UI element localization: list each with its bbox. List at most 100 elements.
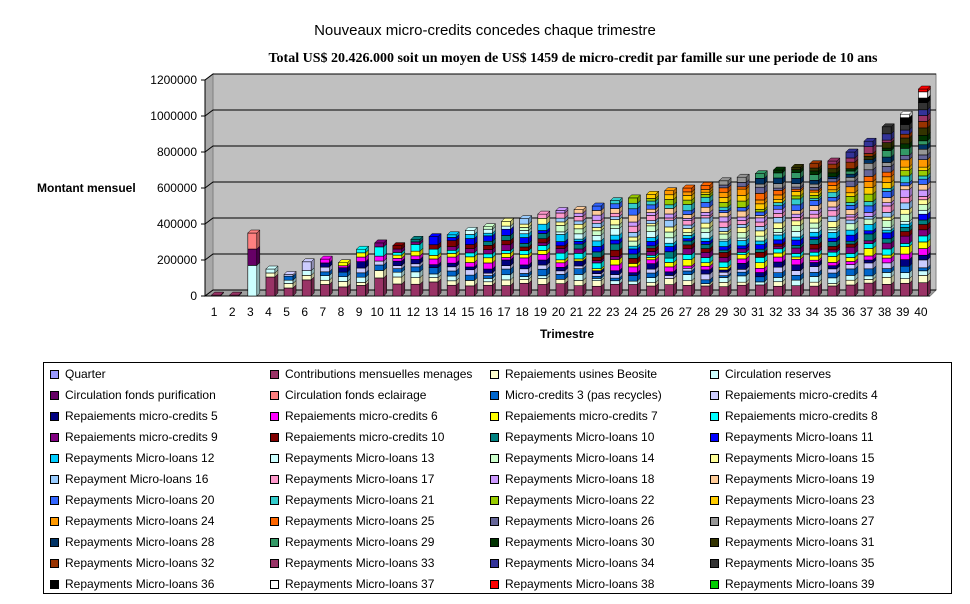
bar-segment [736,271,747,277]
legend-swatch [490,496,499,505]
bar-segment [501,228,511,236]
bar-segment [356,282,366,286]
bar-segment [791,220,801,226]
bar-segment [900,154,910,161]
bar-segment [446,249,457,254]
bar-segment [773,194,783,200]
bar-segment [881,202,892,207]
bar-segment [320,266,330,273]
bar-segment [410,277,421,285]
legend-swatch [490,475,499,484]
bar-top [446,231,460,236]
bar-segment [881,162,892,167]
bar-top [519,215,533,219]
bar-20 [555,206,569,297]
bar-segment [809,266,819,273]
bar-segment [428,267,439,275]
bar-segment [610,283,620,297]
bar-segment [736,195,747,202]
bar-segment [918,159,928,168]
bar-segment [900,259,910,267]
bar-segment [283,287,294,297]
bar-segment [900,209,910,215]
bar-segment [610,203,620,209]
bar-segment [392,276,403,285]
x-tick-label: 39 [896,305,910,319]
bar-segment [356,272,366,278]
bar-segment [610,243,620,251]
legend-label: Repayments Micro-loans 23 [725,493,875,507]
bar-segment [845,243,856,248]
bar-segment [718,252,729,258]
legend-label: Contributions mensuelles menages [285,367,473,381]
bar-segment [537,238,548,244]
bar-segment [755,208,765,213]
bar-segment [320,271,330,276]
bar-top [247,229,261,234]
legend-label: Repayments Micro-loans 32 [65,556,215,570]
bar-segment [718,187,729,193]
bar-segment [809,213,819,219]
bar-segment [338,267,348,273]
bar-segment [827,241,838,247]
bar-segment [664,242,674,247]
bar-segment [356,261,366,269]
bar-segment [900,137,910,145]
legend-swatch [50,412,59,421]
bar-segment [845,257,856,262]
bar-segment [591,210,602,216]
bar-segment [809,205,819,211]
bar-segment [483,257,493,264]
bar-segment [428,264,439,268]
y-tick-label: 1000000 [150,109,197,123]
bar-segment [918,121,928,129]
bar-segment [646,198,656,202]
bar-segment [591,268,602,272]
bar-segment [646,241,656,247]
bar-27 [682,184,696,297]
bar-segment [610,239,620,245]
legend-swatch [710,580,719,589]
bar-segment [664,190,674,196]
bar-segment [718,249,729,253]
legend-label: Repayments Micro-loans 26 [505,514,655,528]
bar-segment [755,281,765,286]
bar-segment [591,285,602,297]
bar-segment [845,246,856,254]
legend-swatch [50,559,59,568]
bar-segment [791,264,801,271]
bar-segment [881,171,892,178]
bar-segment [700,244,711,249]
bar-top [482,223,497,227]
bar-segment [591,256,602,261]
bar-segment [827,189,838,193]
bar-segment [610,208,620,214]
bar-segment [573,260,584,267]
bar-segment [863,212,874,217]
legend-label: Repaiements micro-credits 4 [725,388,878,402]
bar-segment [537,268,548,277]
bar-segment [809,238,819,245]
bar-24 [627,194,642,297]
legend-label: Repayment Micro-loans 16 [65,472,209,486]
bar-segment [573,268,584,275]
bar-top [682,184,696,189]
bar-segment [773,261,783,268]
bar-segment [646,268,656,274]
bar-38 [881,123,895,297]
bar-segment [809,248,819,253]
bar-segment [646,255,656,258]
bar-segment [483,268,493,274]
bar-segment [900,253,910,260]
bar-segment [483,235,493,242]
bar-segment [773,187,783,191]
bar-segment [918,127,928,136]
bar-segment [301,275,312,281]
bar-segment [900,133,910,139]
bar-segment [755,217,765,223]
bar-segment [301,270,312,276]
bar-segment [374,264,384,271]
bar-segment [664,266,674,273]
bar-top [210,291,225,296]
legend-swatch [50,391,59,400]
